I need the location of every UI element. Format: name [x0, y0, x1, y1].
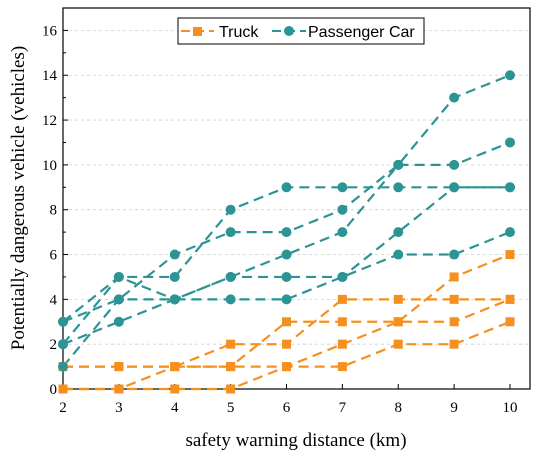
- legend: Truck Passenger Car: [177, 17, 425, 45]
- truck-point: [282, 317, 291, 327]
- passenger-car-point: [225, 227, 236, 238]
- passenger-car-point: [393, 159, 404, 170]
- passenger-car-point: [337, 227, 348, 238]
- passenger-car-point: [113, 271, 124, 282]
- y-tick-label: 10: [42, 158, 57, 174]
- truck-point: [337, 339, 347, 349]
- passenger-car-point: [449, 92, 460, 103]
- x-axis-title: safety warning distance (km): [185, 430, 406, 451]
- x-tick-label: 2: [59, 400, 67, 416]
- truck-point: [393, 339, 403, 349]
- passenger-car-point: [169, 271, 180, 282]
- truck-point: [449, 272, 459, 282]
- passenger-car-point: [281, 249, 292, 260]
- passenger-car-point: [393, 227, 404, 238]
- passenger-car-point: [449, 182, 460, 193]
- passenger-car-point: [281, 227, 292, 238]
- x-tick-label: 3: [115, 400, 123, 416]
- truck-point: [449, 339, 459, 349]
- passenger-car-point: [281, 182, 292, 193]
- passenger-car-point: [58, 316, 68, 327]
- passenger-car-point: [225, 271, 236, 282]
- truck-point: [337, 317, 347, 327]
- legend-car-marker: [284, 26, 294, 36]
- y-tick-label: 14: [42, 68, 58, 84]
- truck-point: [226, 339, 236, 349]
- passenger-car-point: [337, 182, 348, 193]
- passenger-car-point: [337, 204, 348, 215]
- y-tick-label: 16: [42, 23, 58, 39]
- passenger-car-point: [505, 182, 515, 193]
- truck-point: [505, 317, 515, 327]
- x-tick-label: 7: [339, 400, 347, 416]
- truck-point: [226, 362, 236, 372]
- legend-car-label: Passenger Car: [308, 24, 415, 41]
- passenger-car-series-line-4: [62, 186, 510, 346]
- passenger-car-point: [58, 361, 68, 372]
- passenger-car-point: [505, 227, 515, 238]
- truck-series-line-4: [63, 320, 511, 391]
- x-tick-label: 8: [395, 400, 403, 416]
- truck-point: [449, 294, 459, 304]
- passenger-car-point: [113, 316, 124, 327]
- plot-frame: [62, 7, 531, 390]
- truck-point: [170, 362, 180, 372]
- passenger-car-point: [337, 271, 348, 282]
- y-tick-label: 2: [50, 337, 58, 353]
- y-tick-label: 8: [50, 203, 58, 219]
- y-tick-label: 0: [50, 382, 58, 398]
- truck-point: [282, 362, 291, 372]
- truck-point: [58, 384, 68, 394]
- truck-point: [449, 317, 459, 327]
- passenger-car-point: [225, 294, 236, 305]
- truck-point: [170, 384, 180, 394]
- passenger-car-point: [58, 339, 68, 350]
- truck-point: [393, 317, 403, 327]
- passenger-car-point: [281, 294, 292, 305]
- passenger-car-point: [281, 271, 292, 282]
- passenger-car-point: [169, 249, 180, 260]
- passenger-car-point: [449, 159, 460, 170]
- passenger-car-point: [113, 294, 124, 305]
- x-tick-label: 5: [227, 400, 235, 416]
- passenger-car-point: [225, 204, 236, 215]
- x-tick-label: 4: [171, 400, 179, 416]
- passenger-car-point: [393, 182, 404, 193]
- passenger-car-point: [505, 137, 515, 148]
- y-axis-title: Potentially dangerous vehicle (vehicles): [8, 46, 29, 350]
- truck-point: [505, 250, 515, 260]
- truck-point: [114, 362, 124, 372]
- y-tick-label: 4: [50, 292, 58, 308]
- passenger-car-point: [169, 294, 180, 305]
- x-tick-label: 6: [283, 400, 291, 416]
- passenger-car-point: [393, 249, 404, 260]
- x-tick-label: 9: [450, 400, 458, 416]
- truck-point: [114, 384, 124, 394]
- truck-point: [337, 294, 347, 304]
- truck-point: [282, 339, 291, 349]
- truck-series-line-1: [63, 298, 510, 368]
- truck-point: [505, 294, 515, 304]
- truck-point: [337, 362, 347, 372]
- truck-point: [393, 294, 403, 304]
- truck-series-line-2: [63, 253, 511, 368]
- data-markers: [58, 70, 515, 394]
- y-tick-label: 6: [50, 248, 58, 264]
- legend-truck-label: Truck: [219, 24, 259, 41]
- truck-point: [226, 384, 236, 394]
- legend-truck-marker: [193, 27, 202, 36]
- x-tick-label: 10: [503, 400, 518, 416]
- passenger-car-point: [505, 70, 515, 81]
- passenger-car-series-line-3: [62, 141, 511, 345]
- y-tick-label: 12: [42, 113, 57, 129]
- passenger-car-point: [449, 249, 460, 260]
